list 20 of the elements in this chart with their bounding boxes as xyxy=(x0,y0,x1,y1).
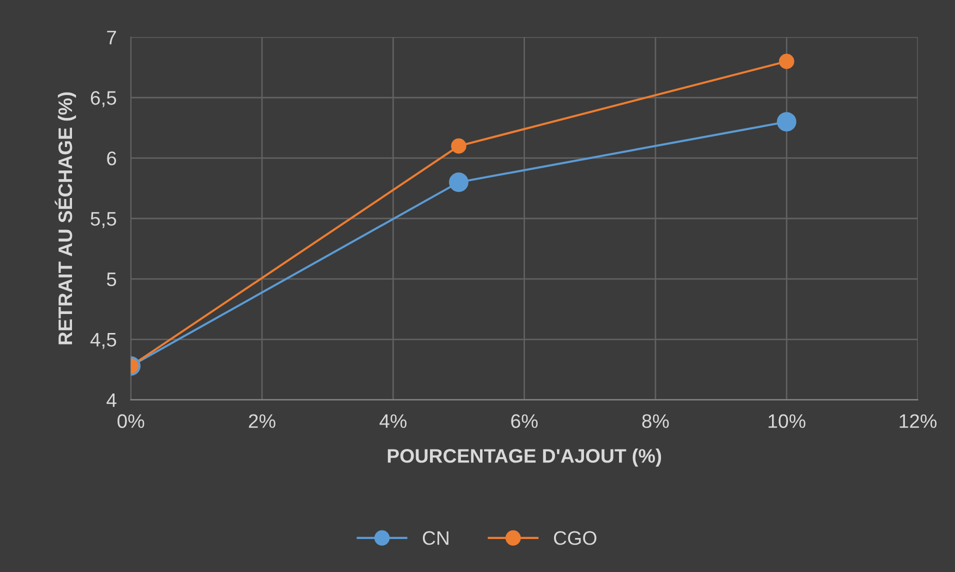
legend-label: CN xyxy=(422,531,448,545)
y-tick-label: 6,5 xyxy=(90,91,116,108)
y-tick-label: 7 xyxy=(107,30,116,44)
x-tick-label: 4% xyxy=(380,414,406,428)
x-tick-label: 12% xyxy=(900,414,937,428)
y-tick-label: 4 xyxy=(106,393,116,407)
y-tick-label: 6 xyxy=(107,152,116,166)
x-tick-label: 10% xyxy=(768,414,806,428)
x-tick-label: 6% xyxy=(511,414,538,428)
x-tick-label: 2% xyxy=(248,414,276,428)
y-tick-label: 5,5 xyxy=(90,212,116,228)
y-axis-title: RETRAIT AU SÉCHAGE (%) xyxy=(54,92,76,344)
point xyxy=(776,112,796,132)
y-tick-label: 4,5 xyxy=(90,333,116,349)
x-tick-label: 0% xyxy=(118,414,144,428)
x-tick-label: 8% xyxy=(642,414,669,428)
legend-label: CGO xyxy=(554,531,596,545)
x-axis-title: POURCENTAGE D'AJOUT (%) xyxy=(388,448,662,467)
y-tick-label: 5 xyxy=(106,272,116,286)
point xyxy=(778,54,794,69)
